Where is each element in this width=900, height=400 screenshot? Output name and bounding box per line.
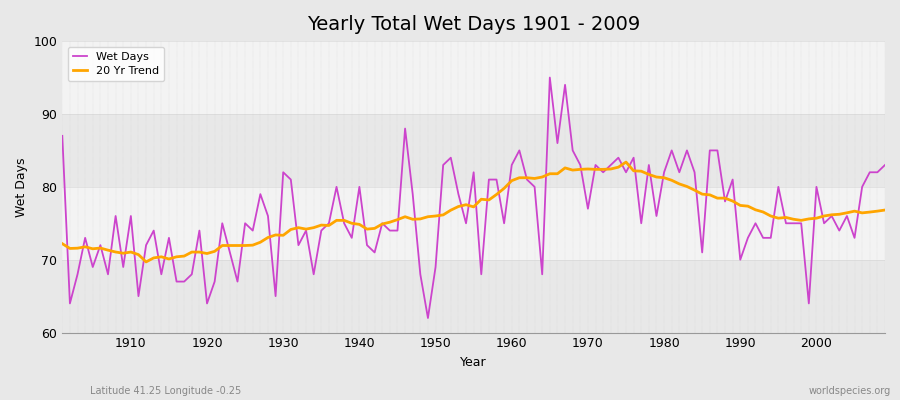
Wet Days (118, 265, 129, 270)
Wet Days (613, 155, 624, 160)
20 Yr Trend (507, 178, 517, 183)
Text: Latitude 41.25 Longitude -0.25: Latitude 41.25 Longitude -0.25 (90, 386, 241, 396)
X-axis label: Year: Year (460, 356, 487, 369)
20 Yr Trend (118, 251, 129, 256)
Wet Days (879, 162, 890, 167)
20 Yr Trend (293, 225, 304, 230)
Legend: Wet Days, 20 Yr Trend: Wet Days, 20 Yr Trend (68, 47, 165, 81)
Line: 20 Yr Trend: 20 Yr Trend (62, 162, 885, 262)
Y-axis label: Wet Days: Wet Days (15, 157, 28, 216)
20 Yr Trend (514, 175, 525, 180)
Wet Days (285, 177, 296, 182)
20 Yr Trend (57, 241, 68, 246)
Wet Days (422, 316, 433, 320)
20 Yr Trend (338, 218, 349, 223)
Wet Days (514, 148, 525, 153)
Wet Days (507, 162, 517, 167)
Wet Days (544, 75, 555, 80)
20 Yr Trend (621, 160, 632, 164)
Bar (62, 260, 885, 332)
Title: Yearly Total Wet Days 1901 - 2009: Yearly Total Wet Days 1901 - 2009 (307, 15, 640, 34)
20 Yr Trend (140, 260, 151, 264)
20 Yr Trend (879, 208, 890, 212)
Bar (62, 41, 885, 114)
Text: worldspecies.org: worldspecies.org (809, 386, 891, 396)
Bar (62, 187, 885, 260)
Bar (62, 114, 885, 187)
Line: Wet Days: Wet Days (62, 78, 885, 318)
20 Yr Trend (606, 166, 616, 171)
Wet Days (57, 134, 68, 138)
Wet Days (331, 184, 342, 189)
